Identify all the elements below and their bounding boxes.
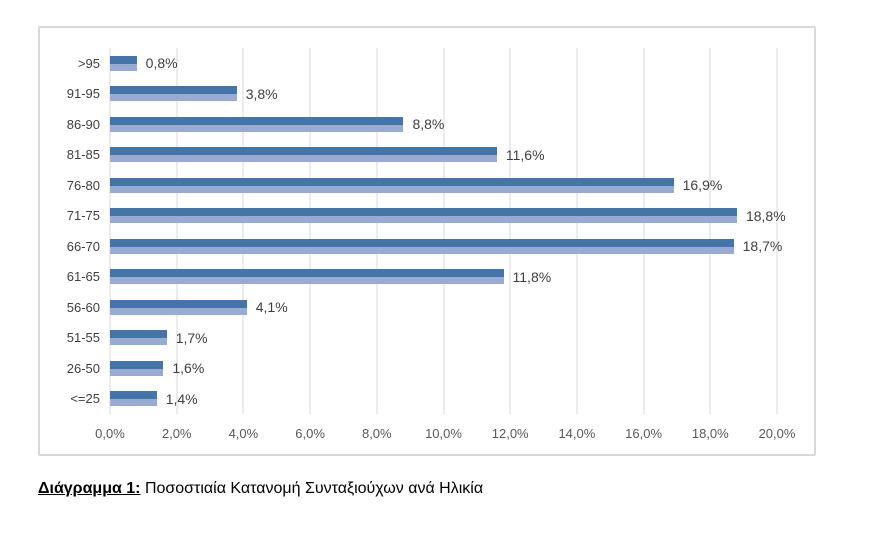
gridline — [709, 48, 711, 414]
gridline — [376, 48, 378, 414]
category-label: <=25 — [70, 391, 100, 407]
category-label: 66-70 — [66, 238, 100, 254]
gridline — [509, 48, 511, 414]
plot-area: >95 0,8% 91-95 3,8% 86-90 8,8% 81-85 11,6% 76-80… — [67, 48, 786, 415]
gridline — [576, 48, 578, 414]
category-label: >95 — [77, 55, 100, 71]
value-label: 11,8% — [512, 268, 552, 285]
x-tick-label: 16,0% — [625, 426, 663, 441]
caption-label: Διάγραμμα 1: — [38, 480, 141, 497]
x-tick-label: 20,0% — [758, 426, 796, 441]
bar — [110, 360, 164, 376]
bar — [110, 55, 137, 71]
gridline — [109, 48, 111, 414]
bar — [110, 177, 674, 193]
value-label: 1,4% — [165, 390, 198, 407]
bar-row: 56-60 4,1% — [67, 292, 777, 323]
bar — [110, 269, 504, 285]
x-tick-label: 6,0% — [295, 426, 325, 441]
bar-row: 81-85 11,6% — [67, 140, 777, 171]
bar-row: 51-55 1,7% — [67, 323, 777, 354]
bar-row: 91-95 3,8% — [67, 79, 777, 110]
bar-row: 61-65 11,8% — [67, 262, 777, 293]
value-label: 1,6% — [172, 360, 205, 377]
x-tick-label: 12,0% — [491, 426, 529, 441]
bar-rows: >95 0,8% 91-95 3,8% 86-90 8,8% 81-85 11,6% 76-80… — [67, 48, 786, 415]
x-axis: 0,0% 2,0% 4,0% 6,0% 8,0% 10,0% 12,0% 14,0% 16,0%… — [95, 426, 795, 444]
category-label: 61-65 — [66, 269, 100, 285]
bar — [110, 238, 734, 254]
value-label: 16,9% — [682, 177, 723, 194]
value-label: 0,8% — [145, 55, 178, 72]
category-label: 91-95 — [66, 86, 100, 102]
bar-row: 26-50 1,6% — [67, 353, 777, 384]
bar — [110, 208, 737, 224]
bar-row: <=25 1,4% — [70, 384, 777, 415]
caption-text: Ποσοστιαία Κατανομή Συνταξιούχων ανά Ηλι… — [140, 480, 484, 497]
bar-row: 86-90 8,8% — [67, 109, 777, 140]
bar-row: 71-75 18,8% — [67, 201, 786, 232]
value-label: 11,6% — [505, 146, 545, 163]
x-tick-label: 18,0% — [691, 426, 729, 441]
gridline — [443, 48, 444, 414]
gridline — [242, 48, 244, 414]
category-label: 51-55 — [66, 330, 100, 346]
x-tick-label: 14,0% — [558, 426, 596, 441]
bar-row: >95 0,8% — [78, 48, 777, 79]
category-label: 86-90 — [66, 116, 100, 132]
gridline — [776, 48, 778, 414]
category-label: 71-75 — [66, 208, 100, 224]
gridline — [643, 48, 645, 414]
gridline — [309, 48, 311, 414]
bar-row: 76-80 16,9% — [67, 170, 777, 201]
x-tick-label: 0,0% — [95, 426, 125, 441]
value-label: 18,8% — [745, 207, 786, 224]
chart-caption: Διάγραμμα 1: Ποσοστιαία Κατανομή Συνταξι… — [38, 480, 483, 498]
category-label: 81-85 — [66, 147, 100, 163]
bar-row: 66-70 18,7% — [67, 231, 783, 262]
bar — [110, 147, 497, 163]
value-label: 8,8% — [412, 116, 445, 133]
category-label: 26-50 — [66, 360, 100, 376]
bar — [110, 391, 157, 407]
value-label: 4,1% — [255, 299, 288, 316]
x-tick-label: 2,0% — [161, 426, 192, 441]
value-label: 1,7% — [175, 329, 208, 346]
bar — [110, 86, 237, 102]
value-label: 3,8% — [245, 85, 278, 102]
bar — [110, 330, 167, 346]
x-tick-label: 10,0% — [425, 426, 462, 441]
x-tick-label: 4,0% — [228, 426, 259, 441]
x-tick-label: 8,0% — [361, 426, 392, 441]
bar — [110, 116, 404, 132]
age-distribution-chart: >95 0,8% 91-95 3,8% 86-90 8,8% 81-85 11,6% 76-80… — [38, 26, 816, 456]
category-label: 76-80 — [66, 177, 100, 193]
gridline — [176, 48, 178, 414]
category-label: 56-60 — [66, 299, 100, 315]
bar — [110, 299, 247, 315]
value-label: 18,7% — [742, 238, 783, 255]
